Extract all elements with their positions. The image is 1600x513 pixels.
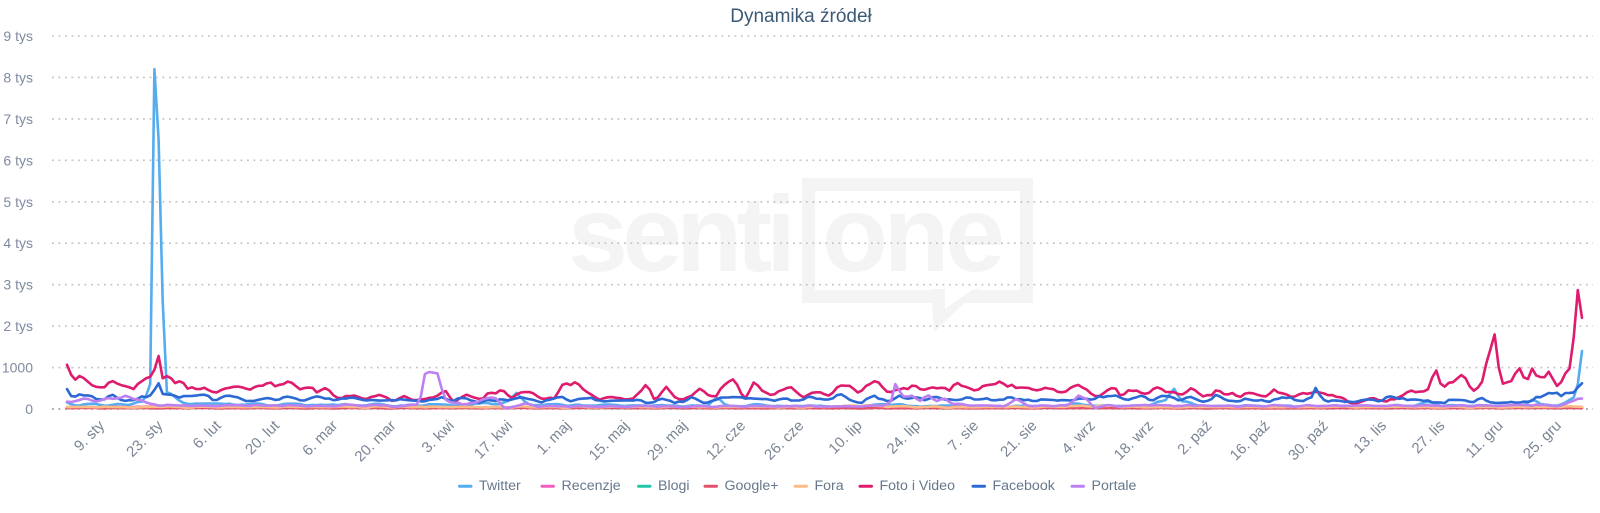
svg-text:Blogi: Blogi <box>658 478 690 494</box>
svg-text:Fora: Fora <box>815 478 844 494</box>
svg-text:4 tys: 4 tys <box>3 235 33 251</box>
svg-text:Twitter: Twitter <box>479 478 521 494</box>
svg-text:one: one <box>822 173 1002 294</box>
svg-text:Dynamika źródeł: Dynamika źródeł <box>730 6 872 27</box>
svg-text:9 tys: 9 tys <box>3 28 33 44</box>
svg-text:6 tys: 6 tys <box>3 152 33 168</box>
svg-text:Recenzje: Recenzje <box>562 478 621 494</box>
svg-text:Facebook: Facebook <box>993 478 1056 494</box>
svg-text:Foto i Video: Foto i Video <box>880 478 956 494</box>
svg-text:3 tys: 3 tys <box>3 277 33 293</box>
svg-text:Google+: Google+ <box>725 478 779 494</box>
svg-text:5 tys: 5 tys <box>3 194 33 210</box>
svg-text:1000: 1000 <box>2 360 33 376</box>
svg-text:0: 0 <box>25 401 33 417</box>
svg-text:7 tys: 7 tys <box>3 111 33 127</box>
svg-text:2 tys: 2 tys <box>3 318 33 334</box>
svg-text:8 tys: 8 tys <box>3 69 33 85</box>
svg-text:senti: senti <box>568 173 790 294</box>
svg-text:Portale: Portale <box>1092 478 1137 494</box>
